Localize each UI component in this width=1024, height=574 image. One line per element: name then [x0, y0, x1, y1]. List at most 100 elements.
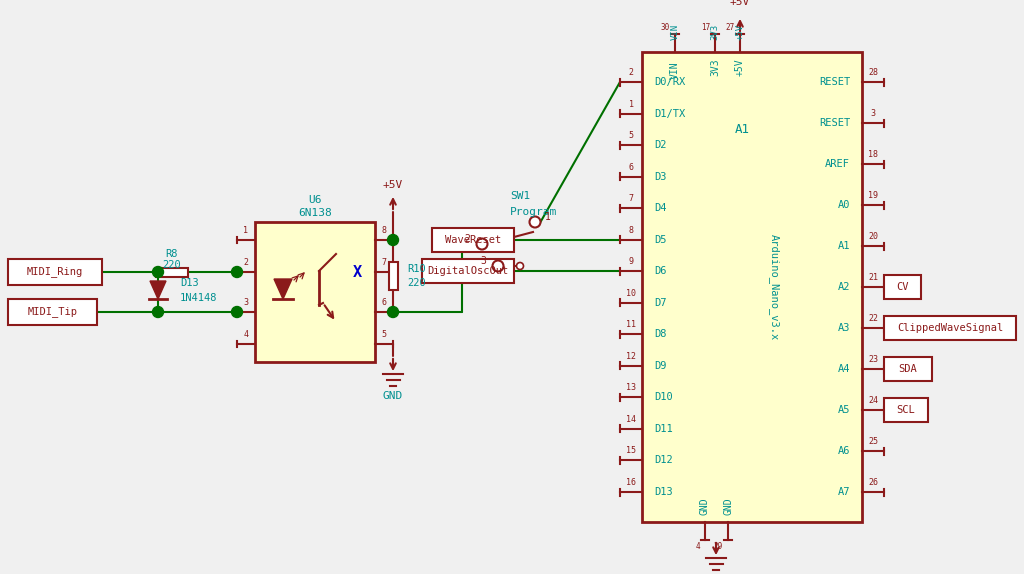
Text: 11: 11 — [626, 320, 636, 329]
Text: 23: 23 — [868, 355, 878, 364]
FancyBboxPatch shape — [884, 357, 932, 381]
Text: 1: 1 — [244, 226, 249, 235]
Text: 22: 22 — [868, 314, 878, 323]
Text: 3: 3 — [480, 256, 486, 266]
Text: RESET: RESET — [819, 77, 850, 87]
Text: D13: D13 — [180, 278, 199, 288]
Text: 220: 220 — [407, 278, 426, 288]
Text: D12: D12 — [654, 455, 673, 466]
Circle shape — [231, 266, 243, 277]
Text: 27: 27 — [726, 23, 735, 32]
Text: 24: 24 — [868, 396, 878, 405]
Text: 17: 17 — [700, 23, 710, 32]
Text: D2: D2 — [654, 140, 667, 150]
Text: GND: GND — [723, 497, 733, 515]
Text: 3V3: 3V3 — [710, 58, 720, 76]
FancyBboxPatch shape — [422, 259, 514, 283]
Text: D10: D10 — [654, 393, 673, 402]
Circle shape — [516, 262, 523, 270]
Text: 12: 12 — [626, 352, 636, 361]
Text: Arduino_Nano_v3.x: Arduino_Nano_v3.x — [769, 234, 779, 340]
Text: ClippedWaveSignal: ClippedWaveSignal — [897, 323, 1004, 333]
Text: MIDI_Tip: MIDI_Tip — [28, 307, 78, 317]
Circle shape — [153, 266, 164, 277]
Bar — [388, 262, 397, 290]
Text: +5V: +5V — [730, 0, 751, 7]
Text: 10: 10 — [626, 289, 636, 298]
Text: A6: A6 — [838, 446, 850, 456]
Text: MIDI_Ring: MIDI_Ring — [27, 266, 83, 277]
Text: A2: A2 — [838, 282, 850, 292]
Text: D0/RX: D0/RX — [654, 77, 685, 87]
Text: +5V: +5V — [383, 180, 403, 190]
Text: D1/TX: D1/TX — [654, 108, 685, 119]
Text: 21: 21 — [868, 273, 878, 282]
Text: 2: 2 — [464, 234, 470, 244]
Text: X: X — [352, 265, 361, 280]
Text: SDA: SDA — [899, 364, 918, 374]
Circle shape — [529, 216, 541, 227]
Text: 5: 5 — [629, 131, 634, 140]
Text: R8: R8 — [166, 249, 178, 259]
Text: WaveReset: WaveReset — [444, 235, 501, 245]
Text: A5: A5 — [838, 405, 850, 415]
Text: 1: 1 — [629, 99, 634, 108]
Text: A1: A1 — [838, 241, 850, 251]
Text: 3: 3 — [244, 298, 249, 307]
FancyBboxPatch shape — [884, 275, 921, 299]
Text: 25: 25 — [868, 437, 878, 446]
Text: 28: 28 — [868, 68, 878, 77]
Text: AREF: AREF — [825, 159, 850, 169]
Text: VIN: VIN — [670, 61, 680, 79]
Text: 18: 18 — [868, 150, 878, 159]
Text: 4: 4 — [695, 542, 700, 551]
Text: +5V: +5V — [735, 24, 744, 40]
Text: CV: CV — [896, 282, 908, 292]
Text: 30: 30 — [660, 23, 670, 32]
Text: 7: 7 — [629, 194, 634, 203]
Text: 20: 20 — [868, 232, 878, 241]
Text: VIN: VIN — [671, 24, 680, 40]
Circle shape — [387, 307, 398, 317]
Text: 13: 13 — [626, 383, 636, 393]
Bar — [642, 52, 862, 522]
Text: 4: 4 — [244, 330, 249, 339]
Text: SW1: SW1 — [510, 191, 530, 201]
FancyBboxPatch shape — [884, 316, 1016, 340]
Circle shape — [476, 239, 487, 250]
Text: D8: D8 — [654, 329, 667, 339]
Text: SCL: SCL — [897, 405, 915, 415]
Text: 1: 1 — [545, 212, 551, 222]
Text: A7: A7 — [838, 487, 850, 497]
Text: 16: 16 — [626, 478, 636, 487]
Bar — [255, 222, 375, 362]
Text: 14: 14 — [626, 415, 636, 424]
Text: D3: D3 — [654, 172, 667, 181]
Text: GND: GND — [383, 391, 403, 401]
Text: U6: U6 — [308, 195, 322, 205]
Text: 5: 5 — [382, 330, 386, 339]
Text: 220: 220 — [163, 260, 181, 270]
Text: D6: D6 — [654, 266, 667, 276]
Text: 29: 29 — [714, 542, 723, 551]
FancyBboxPatch shape — [432, 228, 514, 251]
Text: 6: 6 — [382, 298, 386, 307]
FancyBboxPatch shape — [8, 259, 102, 285]
Text: 7: 7 — [382, 258, 386, 267]
Text: RESET: RESET — [819, 118, 850, 128]
Text: D11: D11 — [654, 424, 673, 434]
FancyBboxPatch shape — [884, 398, 928, 422]
Polygon shape — [274, 279, 292, 299]
Text: GND: GND — [700, 497, 710, 515]
Bar — [156, 267, 188, 277]
Text: +5V: +5V — [735, 58, 745, 76]
Text: 8: 8 — [629, 226, 634, 235]
Text: 6N138: 6N138 — [298, 208, 332, 218]
Text: DigitalOscOut: DigitalOscOut — [427, 266, 509, 276]
Text: 9: 9 — [629, 257, 634, 266]
Text: 2: 2 — [629, 68, 634, 77]
Text: R10: R10 — [407, 264, 426, 274]
Text: 26: 26 — [868, 478, 878, 487]
Text: D7: D7 — [654, 298, 667, 308]
Text: 1N4148: 1N4148 — [180, 293, 217, 303]
